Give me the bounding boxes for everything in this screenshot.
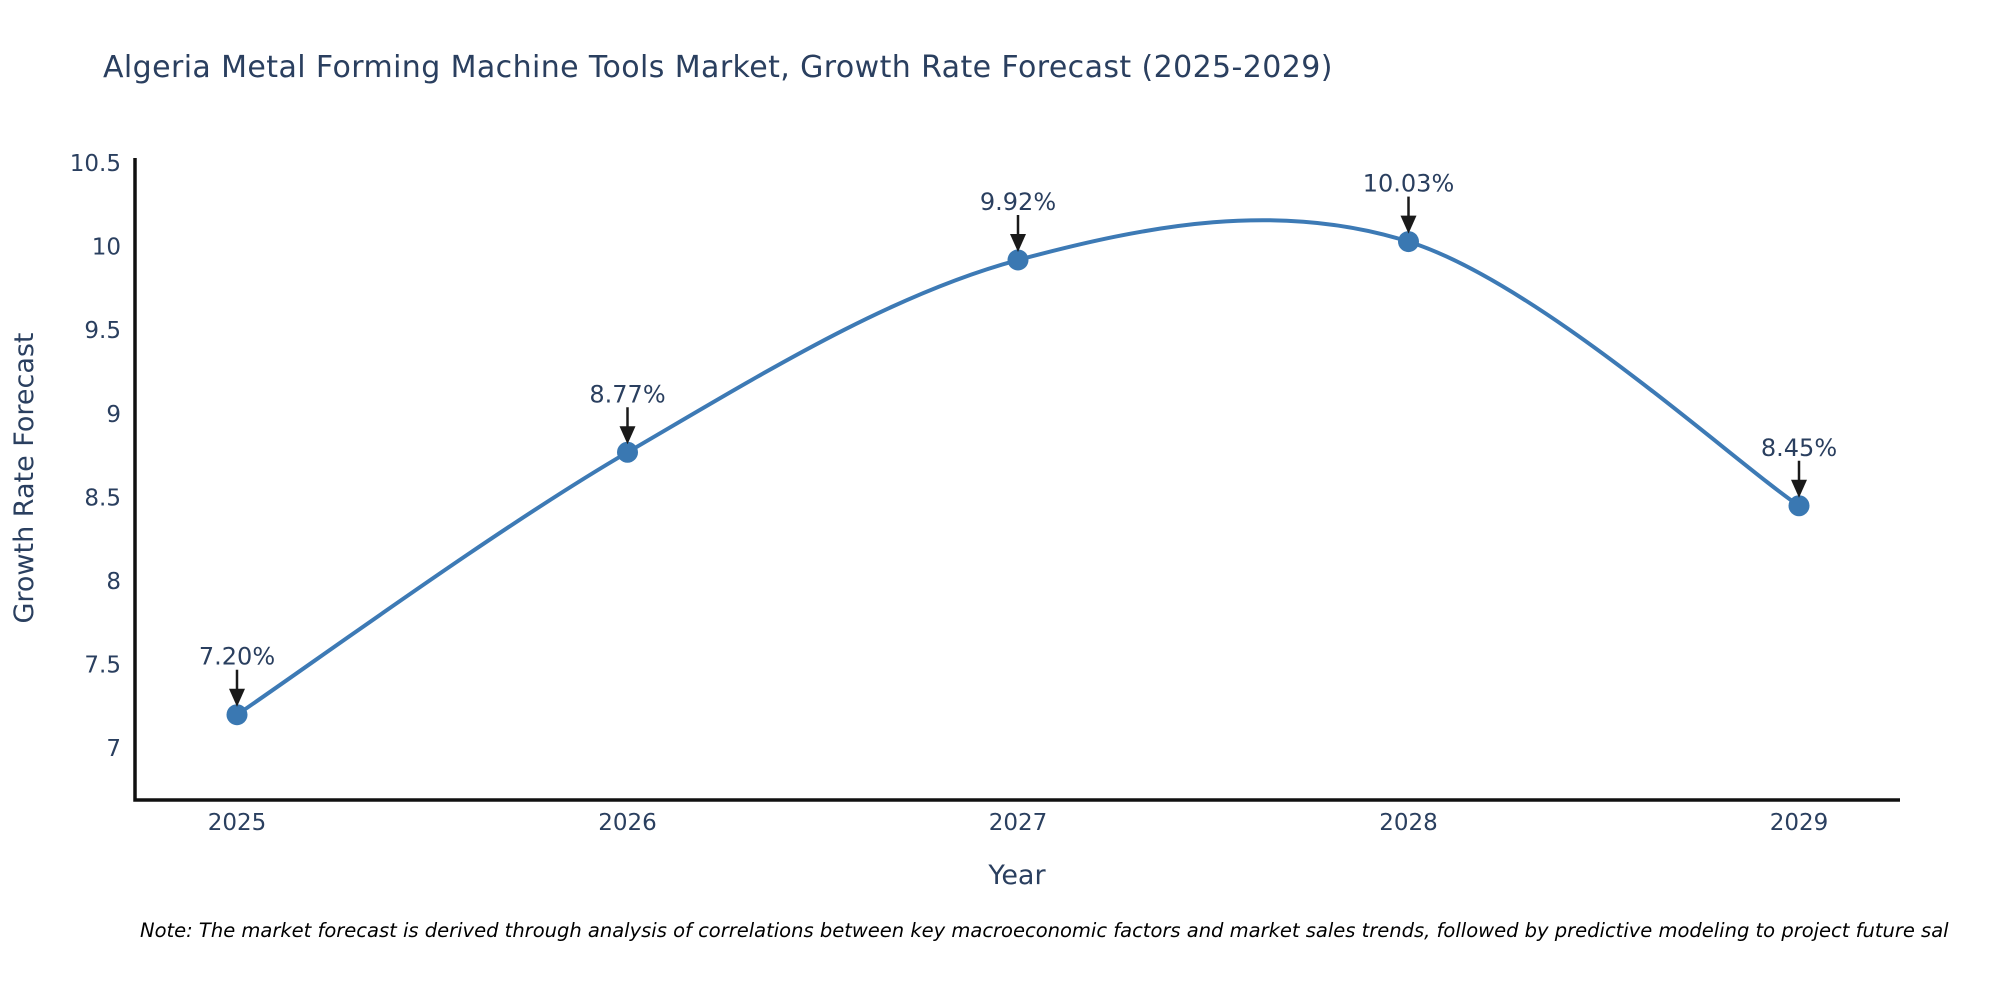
y-tick-label: 7.5 <box>84 653 121 679</box>
annotation-arrow-head-icon <box>229 688 245 707</box>
x-tick-label: 2028 <box>1379 810 1438 836</box>
data-point-marker <box>617 441 638 463</box>
data-point-marker <box>226 704 248 726</box>
y-axis-tick-labels: 7 7.5 8 8.5 9 9.5 10 10.5 <box>70 151 121 762</box>
forecast-line-series <box>226 218 1810 726</box>
x-tick-label: 2025 <box>208 810 267 836</box>
y-axis-title: Growth Rate Forecast <box>9 332 40 623</box>
point-value-label: 9.92% <box>980 188 1056 216</box>
chart-title: Algeria Metal Forming Machine Tools Mark… <box>103 50 1333 85</box>
data-point-marker <box>1788 495 1810 517</box>
y-tick-label: 10 <box>92 235 121 261</box>
x-axis-tick-labels: 2025 2026 2027 2028 2029 <box>208 810 1829 836</box>
y-tick-label: 9.5 <box>84 318 121 344</box>
growth-rate-curve <box>235 218 1801 717</box>
data-point-marker <box>1007 249 1029 271</box>
x-tick-label: 2026 <box>598 810 657 836</box>
data-point-marker <box>1398 231 1419 253</box>
annotation-arrow-head-icon <box>1400 215 1417 234</box>
y-tick-label: 10.5 <box>70 151 121 177</box>
y-tick-label: 8.5 <box>84 485 121 511</box>
axis-lines <box>133 158 1900 802</box>
point-annotation: 8.45% <box>1761 434 1837 498</box>
point-value-label: 7.20% <box>199 643 275 671</box>
y-tick-label: 7 <box>106 736 121 762</box>
x-axis-title: Year <box>987 860 1046 891</box>
y-tick-label: 9 <box>106 402 121 428</box>
point-annotation: 9.92% <box>980 188 1056 252</box>
annotation-arrow-head-icon <box>619 426 636 445</box>
point-annotation: 8.77% <box>589 380 666 445</box>
x-tick-label: 2027 <box>989 810 1048 836</box>
annotation-arrow-head-icon <box>1791 479 1807 498</box>
y-tick-label: 8 <box>106 569 121 595</box>
annotation-arrow-head-icon <box>1010 233 1026 252</box>
point-value-label: 8.45% <box>1761 434 1837 462</box>
data-point-annotations: 7.20% 8.77% 9.92% 10.03% 8.45% <box>199 170 1837 707</box>
point-value-label: 8.77% <box>589 380 665 408</box>
point-value-label: 10.03% <box>1363 170 1455 198</box>
x-tick-label: 2029 <box>1770 810 1829 836</box>
point-annotation: 10.03% <box>1363 170 1455 234</box>
footnote: Note: The market forecast is derived thr… <box>140 919 1949 942</box>
point-annotation: 7.20% <box>199 643 275 707</box>
